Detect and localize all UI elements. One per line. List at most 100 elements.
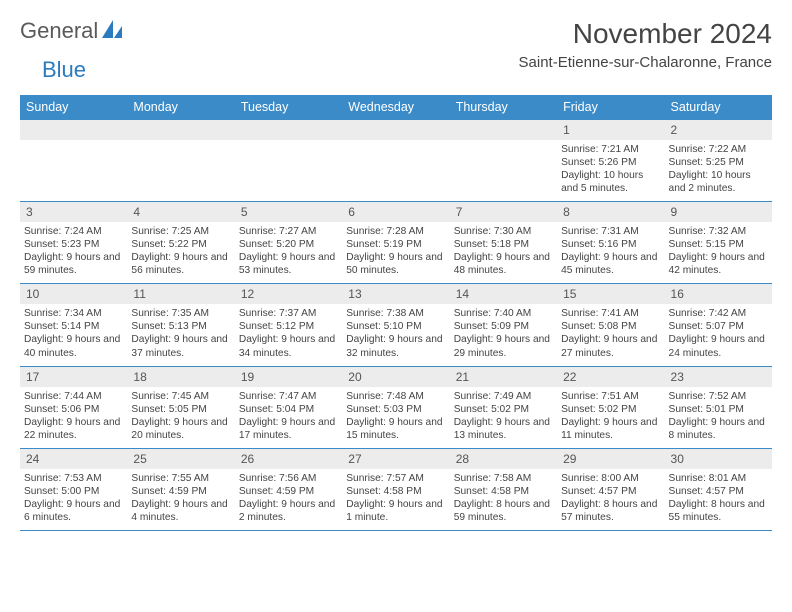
day-body: Sunrise: 7:22 AMSunset: 5:25 PMDaylight:… bbox=[665, 140, 772, 201]
day-number: 21 bbox=[450, 367, 557, 387]
daylight-text: Daylight: 9 hours and 22 minutes. bbox=[24, 416, 123, 442]
daylight-text: Daylight: 9 hours and 24 minutes. bbox=[669, 333, 768, 359]
sunrise-text: Sunrise: 7:42 AM bbox=[669, 307, 768, 320]
day-body: Sunrise: 7:57 AMSunset: 4:58 PMDaylight:… bbox=[342, 469, 449, 530]
day-number: 29 bbox=[557, 449, 664, 469]
day-body bbox=[235, 140, 342, 201]
day-cell: 12Sunrise: 7:37 AMSunset: 5:12 PMDayligh… bbox=[235, 284, 342, 365]
weekday-header-row: SundayMondayTuesdayWednesdayThursdayFrid… bbox=[20, 95, 772, 119]
day-number: 6 bbox=[342, 202, 449, 222]
day-cell: 29Sunrise: 8:00 AMSunset: 4:57 PMDayligh… bbox=[557, 449, 664, 530]
day-body: Sunrise: 7:41 AMSunset: 5:08 PMDaylight:… bbox=[557, 304, 664, 365]
day-number: 3 bbox=[20, 202, 127, 222]
day-number: 15 bbox=[557, 284, 664, 304]
sunrise-text: Sunrise: 7:35 AM bbox=[131, 307, 230, 320]
day-cell: 1Sunrise: 7:21 AMSunset: 5:26 PMDaylight… bbox=[557, 120, 664, 201]
sunset-text: Sunset: 5:00 PM bbox=[24, 485, 123, 498]
day-number: 19 bbox=[235, 367, 342, 387]
day-number: 11 bbox=[127, 284, 234, 304]
daylight-text: Daylight: 10 hours and 2 minutes. bbox=[669, 169, 768, 195]
day-cell: 15Sunrise: 7:41 AMSunset: 5:08 PMDayligh… bbox=[557, 284, 664, 365]
daylight-text: Daylight: 9 hours and 2 minutes. bbox=[239, 498, 338, 524]
sunset-text: Sunset: 5:13 PM bbox=[131, 320, 230, 333]
daylight-text: Daylight: 9 hours and 45 minutes. bbox=[561, 251, 660, 277]
day-number: 24 bbox=[20, 449, 127, 469]
day-body: Sunrise: 7:30 AMSunset: 5:18 PMDaylight:… bbox=[450, 222, 557, 283]
location-subtitle: Saint-Etienne-sur-Chalaronne, France bbox=[519, 54, 772, 71]
day-body: Sunrise: 7:24 AMSunset: 5:23 PMDaylight:… bbox=[20, 222, 127, 283]
weekday-header-cell: Thursday bbox=[450, 95, 557, 119]
daylight-text: Daylight: 9 hours and 40 minutes. bbox=[24, 333, 123, 359]
sunrise-text: Sunrise: 8:00 AM bbox=[561, 472, 660, 485]
sunrise-text: Sunrise: 7:22 AM bbox=[669, 143, 768, 156]
weekday-header-cell: Wednesday bbox=[342, 95, 449, 119]
week-row: 3Sunrise: 7:24 AMSunset: 5:23 PMDaylight… bbox=[20, 201, 772, 283]
sunrise-text: Sunrise: 7:41 AM bbox=[561, 307, 660, 320]
sunset-text: Sunset: 5:08 PM bbox=[561, 320, 660, 333]
day-body: Sunrise: 7:47 AMSunset: 5:04 PMDaylight:… bbox=[235, 387, 342, 448]
day-body: Sunrise: 7:52 AMSunset: 5:01 PMDaylight:… bbox=[665, 387, 772, 448]
sunset-text: Sunset: 4:58 PM bbox=[454, 485, 553, 498]
sunrise-text: Sunrise: 7:49 AM bbox=[454, 390, 553, 403]
day-cell: 30Sunrise: 8:01 AMSunset: 4:57 PMDayligh… bbox=[665, 449, 772, 530]
weekday-header-cell: Monday bbox=[127, 95, 234, 119]
day-number: 10 bbox=[20, 284, 127, 304]
daylight-text: Daylight: 9 hours and 4 minutes. bbox=[131, 498, 230, 524]
weekday-header-cell: Tuesday bbox=[235, 95, 342, 119]
sunset-text: Sunset: 5:06 PM bbox=[24, 403, 123, 416]
daylight-text: Daylight: 9 hours and 32 minutes. bbox=[346, 333, 445, 359]
day-number: 9 bbox=[665, 202, 772, 222]
daylight-text: Daylight: 8 hours and 55 minutes. bbox=[669, 498, 768, 524]
day-cell: 6Sunrise: 7:28 AMSunset: 5:19 PMDaylight… bbox=[342, 202, 449, 283]
day-number: 18 bbox=[127, 367, 234, 387]
day-cell: 13Sunrise: 7:38 AMSunset: 5:10 PMDayligh… bbox=[342, 284, 449, 365]
daylight-text: Daylight: 9 hours and 15 minutes. bbox=[346, 416, 445, 442]
sunrise-text: Sunrise: 7:48 AM bbox=[346, 390, 445, 403]
sunrise-text: Sunrise: 7:32 AM bbox=[669, 225, 768, 238]
weekday-header-cell: Friday bbox=[557, 95, 664, 119]
sunset-text: Sunset: 5:01 PM bbox=[669, 403, 768, 416]
sunset-text: Sunset: 4:57 PM bbox=[669, 485, 768, 498]
sunset-text: Sunset: 5:20 PM bbox=[239, 238, 338, 251]
day-cell: 17Sunrise: 7:44 AMSunset: 5:06 PMDayligh… bbox=[20, 367, 127, 448]
sunset-text: Sunset: 5:16 PM bbox=[561, 238, 660, 251]
sunset-text: Sunset: 4:58 PM bbox=[346, 485, 445, 498]
sunset-text: Sunset: 5:22 PM bbox=[131, 238, 230, 251]
daylight-text: Daylight: 9 hours and 50 minutes. bbox=[346, 251, 445, 277]
day-cell: 11Sunrise: 7:35 AMSunset: 5:13 PMDayligh… bbox=[127, 284, 234, 365]
day-cell: 7Sunrise: 7:30 AMSunset: 5:18 PMDaylight… bbox=[450, 202, 557, 283]
brand-text-2: Blue bbox=[42, 57, 86, 83]
day-number: 2 bbox=[665, 120, 772, 140]
day-cell: 8Sunrise: 7:31 AMSunset: 5:16 PMDaylight… bbox=[557, 202, 664, 283]
day-body bbox=[342, 140, 449, 201]
day-number: 12 bbox=[235, 284, 342, 304]
day-body: Sunrise: 7:48 AMSunset: 5:03 PMDaylight:… bbox=[342, 387, 449, 448]
day-number: 30 bbox=[665, 449, 772, 469]
day-number bbox=[235, 120, 342, 140]
day-body: Sunrise: 7:49 AMSunset: 5:02 PMDaylight:… bbox=[450, 387, 557, 448]
day-cell: 21Sunrise: 7:49 AMSunset: 5:02 PMDayligh… bbox=[450, 367, 557, 448]
daylight-text: Daylight: 9 hours and 29 minutes. bbox=[454, 333, 553, 359]
sunset-text: Sunset: 5:02 PM bbox=[561, 403, 660, 416]
sunrise-text: Sunrise: 7:55 AM bbox=[131, 472, 230, 485]
day-number: 23 bbox=[665, 367, 772, 387]
day-body: Sunrise: 7:58 AMSunset: 4:58 PMDaylight:… bbox=[450, 469, 557, 530]
day-cell: 20Sunrise: 7:48 AMSunset: 5:03 PMDayligh… bbox=[342, 367, 449, 448]
sunset-text: Sunset: 5:05 PM bbox=[131, 403, 230, 416]
day-number: 17 bbox=[20, 367, 127, 387]
day-body: Sunrise: 7:53 AMSunset: 5:00 PMDaylight:… bbox=[20, 469, 127, 530]
sunrise-text: Sunrise: 7:58 AM bbox=[454, 472, 553, 485]
day-number: 28 bbox=[450, 449, 557, 469]
day-number: 20 bbox=[342, 367, 449, 387]
day-body bbox=[450, 140, 557, 201]
day-cell: 4Sunrise: 7:25 AMSunset: 5:22 PMDaylight… bbox=[127, 202, 234, 283]
sunset-text: Sunset: 5:09 PM bbox=[454, 320, 553, 333]
daylight-text: Daylight: 9 hours and 42 minutes. bbox=[669, 251, 768, 277]
day-cell: 19Sunrise: 7:47 AMSunset: 5:04 PMDayligh… bbox=[235, 367, 342, 448]
daylight-text: Daylight: 9 hours and 6 minutes. bbox=[24, 498, 123, 524]
day-cell: 9Sunrise: 7:32 AMSunset: 5:15 PMDaylight… bbox=[665, 202, 772, 283]
sunrise-text: Sunrise: 7:51 AM bbox=[561, 390, 660, 403]
day-body: Sunrise: 7:38 AMSunset: 5:10 PMDaylight:… bbox=[342, 304, 449, 365]
daylight-text: Daylight: 9 hours and 20 minutes. bbox=[131, 416, 230, 442]
day-body: Sunrise: 7:45 AMSunset: 5:05 PMDaylight:… bbox=[127, 387, 234, 448]
